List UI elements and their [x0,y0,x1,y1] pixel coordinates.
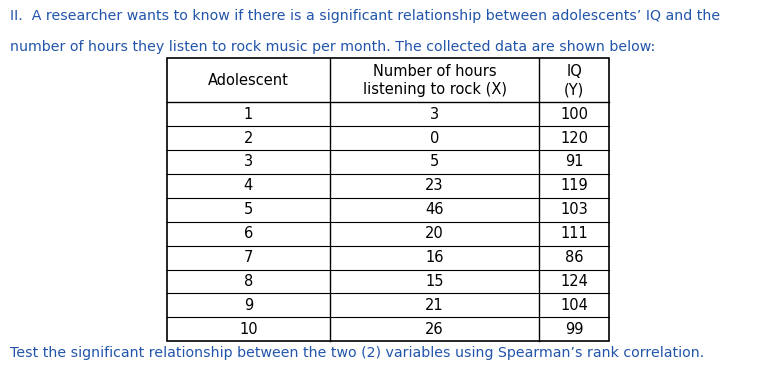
Text: 111: 111 [560,226,588,241]
Text: 7: 7 [244,250,253,265]
Text: 103: 103 [560,202,588,217]
Text: 10: 10 [239,322,258,337]
Text: 15: 15 [425,274,444,289]
Text: 5: 5 [244,202,253,217]
Text: 5: 5 [430,155,439,170]
Text: 2: 2 [244,130,253,146]
Text: IQ
(Y): IQ (Y) [564,64,584,97]
Text: 23: 23 [425,178,444,193]
Text: Test the significant relationship between the two (2) variables using Spearman’s: Test the significant relationship betwee… [10,346,705,360]
Text: number of hours they listen to rock music per month. The collected data are show: number of hours they listen to rock musi… [10,40,656,54]
Text: 0: 0 [430,130,439,146]
Text: 104: 104 [560,298,588,313]
Text: 3: 3 [430,107,439,122]
Text: II.  A researcher wants to know if there is a significant relationship between a: II. A researcher wants to know if there … [10,9,720,23]
Text: 26: 26 [425,322,444,337]
Text: 9: 9 [244,298,253,313]
Text: 91: 91 [565,155,584,170]
Text: 4: 4 [244,178,253,193]
Text: 46: 46 [425,202,444,217]
Text: 100: 100 [560,107,588,122]
Text: 20: 20 [425,226,444,241]
Text: 1: 1 [244,107,253,122]
Text: 16: 16 [425,250,444,265]
Text: 3: 3 [244,155,253,170]
Text: 120: 120 [560,130,588,146]
Text: Adolescent: Adolescent [208,73,289,88]
Text: 99: 99 [565,322,584,337]
Text: Number of hours
listening to rock (X): Number of hours listening to rock (X) [362,64,507,97]
Text: 6: 6 [244,226,253,241]
Text: 8: 8 [244,274,253,289]
Text: 21: 21 [425,298,444,313]
Text: 86: 86 [565,250,584,265]
Text: 119: 119 [560,178,588,193]
Text: 124: 124 [560,274,588,289]
Bar [167,58,609,341]
